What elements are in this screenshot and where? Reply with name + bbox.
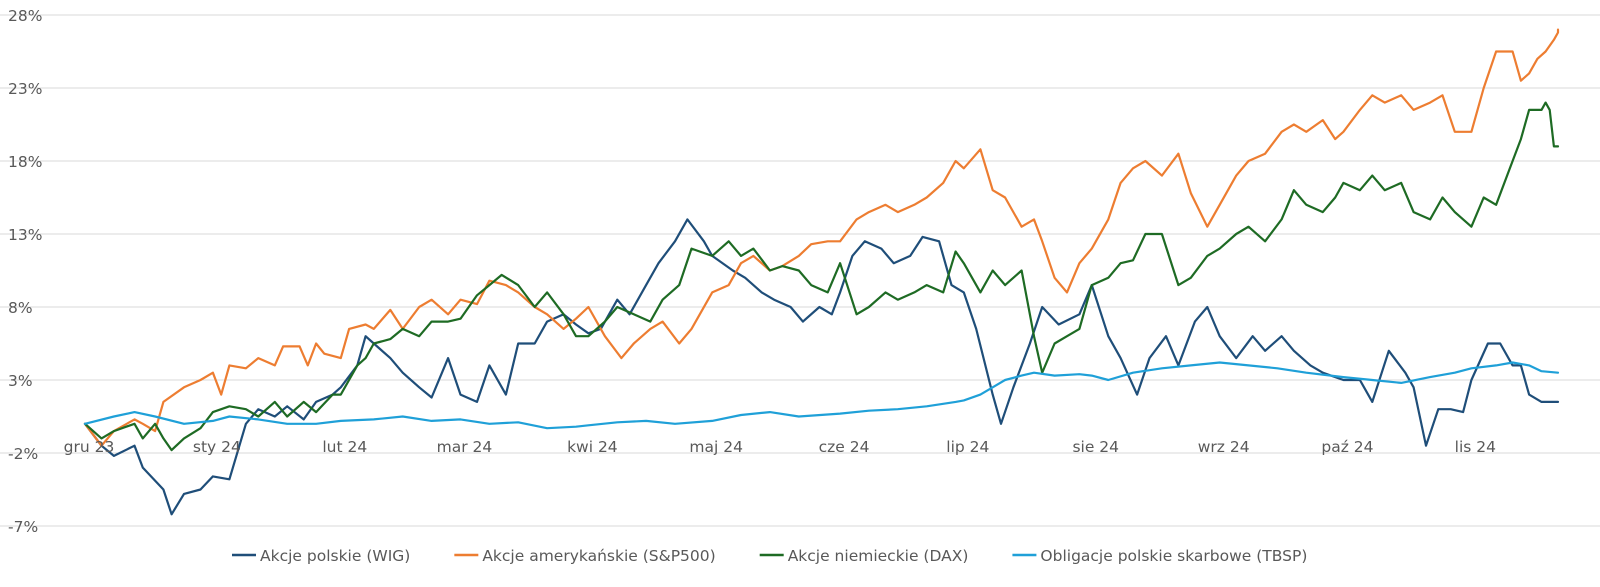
y-tick-label: -2% <box>8 445 38 463</box>
x-tick-label: lip 24 <box>946 438 989 456</box>
series-lines <box>83 28 1560 516</box>
legend-item-3: Akcje niemieckie (DAX) <box>759 547 969 565</box>
x-tick-label: paź 24 <box>1321 438 1373 456</box>
x-axis-ticks: gru 23 sty 24 lut 24 mar 24 kwi 24 maj 24 cze … <box>64 438 1496 456</box>
legend-item-1: Akcje polskie (WIG) <box>232 547 410 565</box>
y-tick-label: 13% <box>8 226 42 244</box>
x-tick-label: cze 24 <box>819 438 870 456</box>
series-line-3 <box>83 101 1560 452</box>
x-tick-label: lis 24 <box>1455 438 1496 456</box>
x-tick-label: sty 24 <box>193 438 241 456</box>
y-tick-label: 28% <box>8 7 42 25</box>
y-tick-label: 8% <box>8 299 33 317</box>
legend-label: Akcje polskie (WIG) <box>260 547 410 565</box>
series-line-1 <box>83 218 1560 516</box>
x-tick-label: sie 24 <box>1072 438 1119 456</box>
gridlines <box>0 14 1600 527</box>
legend-item-2: Akcje amerykańskie (S&P500) <box>454 547 716 565</box>
legend-item-4: Obligacje polskie skarbowe (TBSP) <box>1012 547 1307 565</box>
series-line-4 <box>83 361 1560 430</box>
series-line-2 <box>83 28 1560 447</box>
y-tick-label: 18% <box>8 153 42 171</box>
y-tick-label: 23% <box>8 80 42 98</box>
legend-label: Akcje amerykańskie (S&P500) <box>482 547 715 565</box>
x-tick-label: maj 24 <box>689 438 743 456</box>
legend-label: Obligacje polskie skarbowe (TBSP) <box>1040 547 1307 565</box>
y-tick-label: -7% <box>8 518 38 536</box>
x-tick-label: wrz 24 <box>1198 438 1250 456</box>
x-tick-label: lut 24 <box>322 438 367 456</box>
x-tick-label: mar 24 <box>437 438 493 456</box>
y-tick-label: 3% <box>8 372 33 390</box>
y-axis-ticks: -7% -2% 3% 8% 13% 18% 23% 28% <box>8 7 42 536</box>
x-tick-label: gru 23 <box>64 438 115 456</box>
x-tick-label: kwi 24 <box>567 438 618 456</box>
legend: Akcje polskie (WIG) Akcje amerykańskie (S… <box>232 547 1307 565</box>
legend-label: Akcje niemieckie (DAX) <box>788 547 969 565</box>
